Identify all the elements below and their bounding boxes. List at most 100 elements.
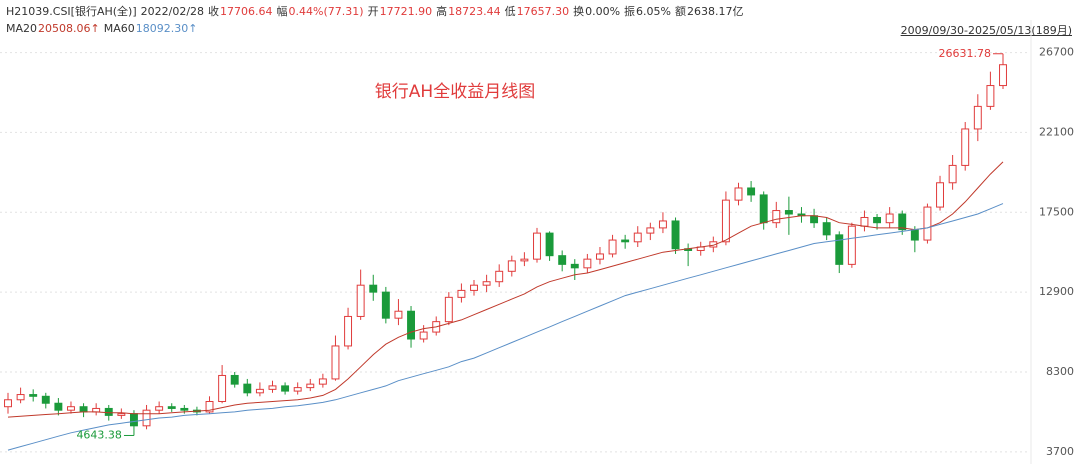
candle-body [482, 281, 491, 286]
field-label: 收 [208, 5, 220, 18]
candle-body [747, 187, 756, 196]
candle-body [369, 284, 378, 293]
candle-body [394, 310, 403, 319]
candle-body [306, 383, 315, 389]
candle-body [142, 409, 151, 427]
candle-body [810, 215, 819, 224]
field-label: 额 [674, 5, 686, 18]
chart-title: 银行AH全收益月线图 [375, 82, 535, 102]
candle-body [784, 210, 793, 215]
candle-body [356, 284, 365, 317]
candle-body [180, 407, 189, 411]
field-label: 开 [367, 5, 379, 18]
field-label: 高 [436, 5, 448, 18]
field-value: 18723.44 [448, 5, 501, 18]
candle-body [595, 253, 604, 260]
candle-body [520, 258, 529, 262]
candle-body [218, 374, 227, 403]
candle-body [885, 213, 894, 224]
candle-body [558, 255, 567, 265]
candle-body [533, 232, 541, 260]
candle-body [507, 260, 516, 272]
candle-body [873, 216, 882, 224]
candle-body [973, 105, 982, 130]
candle-body [999, 64, 1007, 87]
min-label: 4643.38 [76, 428, 122, 441]
candle-body [633, 232, 642, 243]
candle-body [608, 239, 617, 255]
candle-body [986, 85, 995, 107]
field-label: 换 [573, 5, 585, 18]
y-tick-label: 22100 [1039, 125, 1074, 138]
candle-body [621, 239, 630, 243]
y-tick-label: 12900 [1039, 285, 1074, 298]
candle-body [4, 399, 12, 408]
header: H21039.CSI[银行AH(全)] 2022/02/28 收17706.64 幅0… [6, 3, 747, 19]
candle-body [961, 128, 970, 166]
candle-body [255, 388, 264, 394]
candle-body [331, 345, 340, 380]
field-value: 17721.90 [379, 5, 433, 18]
candle-body [923, 206, 932, 241]
candle-body [381, 291, 390, 319]
candle-body [847, 225, 856, 265]
candle-body [419, 331, 428, 340]
candle-body [407, 310, 416, 340]
max-label: 26631.78 [939, 47, 992, 60]
candle-body [29, 394, 38, 397]
candle-body [243, 383, 252, 394]
candle-body [104, 407, 113, 416]
candle-body [898, 213, 907, 231]
candle-body [167, 406, 176, 409]
ma-line [7, 203, 1004, 451]
candle-body [268, 385, 277, 390]
candle-body [155, 406, 164, 411]
date-range[interactable]: 2009/09/30-2025/05/13(189月) [900, 24, 1072, 37]
y-tick-label: 17500 [1039, 205, 1074, 218]
legend-value: 20508.06↑ [38, 22, 100, 35]
y-tick-label: 8300 [1046, 365, 1074, 378]
field-label: 幅 [276, 5, 288, 18]
candle-body [41, 395, 50, 404]
candle-body [772, 210, 781, 224]
candle-body [54, 402, 63, 411]
candle-body [230, 374, 239, 385]
field-label: 低 [504, 5, 516, 18]
candle-body [910, 229, 919, 241]
candle-body [822, 222, 831, 236]
legend-name: MA20 [6, 22, 38, 35]
candle-body [835, 234, 844, 265]
candle-body [67, 406, 75, 411]
candle-body [759, 194, 768, 224]
candle-body [658, 220, 667, 229]
candle-body [344, 315, 353, 347]
candle-body [646, 227, 655, 234]
field-value: 6.05% [636, 5, 671, 18]
ma-line [7, 161, 1004, 418]
date: 2022/02/28 [140, 5, 205, 18]
candle-body [92, 407, 101, 413]
field-value: 2638.17亿 [686, 5, 744, 18]
candle-body [671, 220, 680, 250]
candle-body [734, 187, 743, 201]
candle-body [457, 289, 466, 298]
field-value: 0.00% [585, 5, 621, 18]
legend-value: 18092.30↑ [135, 22, 198, 35]
legend-name: MA60 [103, 22, 135, 35]
field-value: 17657.30 [516, 5, 570, 18]
candle-body [281, 385, 290, 392]
ma-legend: MA2020508.06↑ MA6018092.30↑ [6, 22, 201, 35]
candle-body [860, 216, 869, 227]
field-label: 振 [624, 5, 636, 18]
candle-body [79, 406, 88, 413]
candle-body [117, 413, 126, 416]
candle-body [318, 378, 327, 385]
candle-body [570, 263, 579, 269]
candle-body [444, 296, 453, 323]
candle-body [16, 394, 25, 401]
candle-body [936, 182, 944, 208]
candle-body [205, 401, 214, 413]
candle-body [545, 232, 554, 257]
